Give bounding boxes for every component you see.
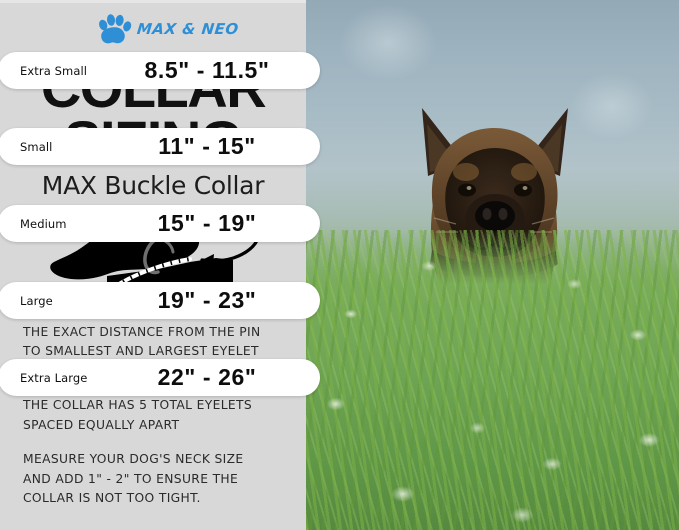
size-row-extra-small: Extra Small 8.5" - 11.5" [0, 52, 320, 89]
size-range: 19" - 23" [157, 287, 257, 313]
size-label: Extra Small [20, 63, 88, 78]
size-row-extra-large: Extra Large 22" - 26" [0, 359, 320, 396]
size-row-medium: Medium 15" - 19" [0, 205, 320, 242]
size-row-large: Large 19" - 23" [0, 282, 320, 319]
body-paragraph-eyelets: THE COLLAR HAS 5 TOTAL EYELETS SPACED EQ… [23, 398, 253, 432]
size-range: 11" - 15" [158, 133, 256, 159]
paw-print-icon [99, 14, 132, 44]
size-range: 15" - 19" [157, 210, 257, 236]
brand-name: MAX & NEO [136, 20, 240, 38]
photo-grass-foreground [306, 230, 679, 530]
size-range: 22" - 26" [157, 364, 257, 390]
size-label: Medium [20, 216, 67, 231]
brand-logo: MAX & NEO [97, 12, 240, 46]
size-row-small: Small 11" - 15" [0, 128, 320, 165]
body-paragraph-fit-tip: MEASURE YOUR DOG'S NECK SIZE AND ADD 1" … [23, 452, 244, 505]
size-label: Large [20, 293, 53, 308]
size-label: Extra Large [20, 370, 88, 385]
dog-photo-panel [306, 0, 679, 530]
size-label: Small [20, 139, 53, 154]
product-subtitle: MAX Buckle Collar [41, 171, 265, 200]
size-range: 8.5" - 11.5" [144, 57, 270, 83]
